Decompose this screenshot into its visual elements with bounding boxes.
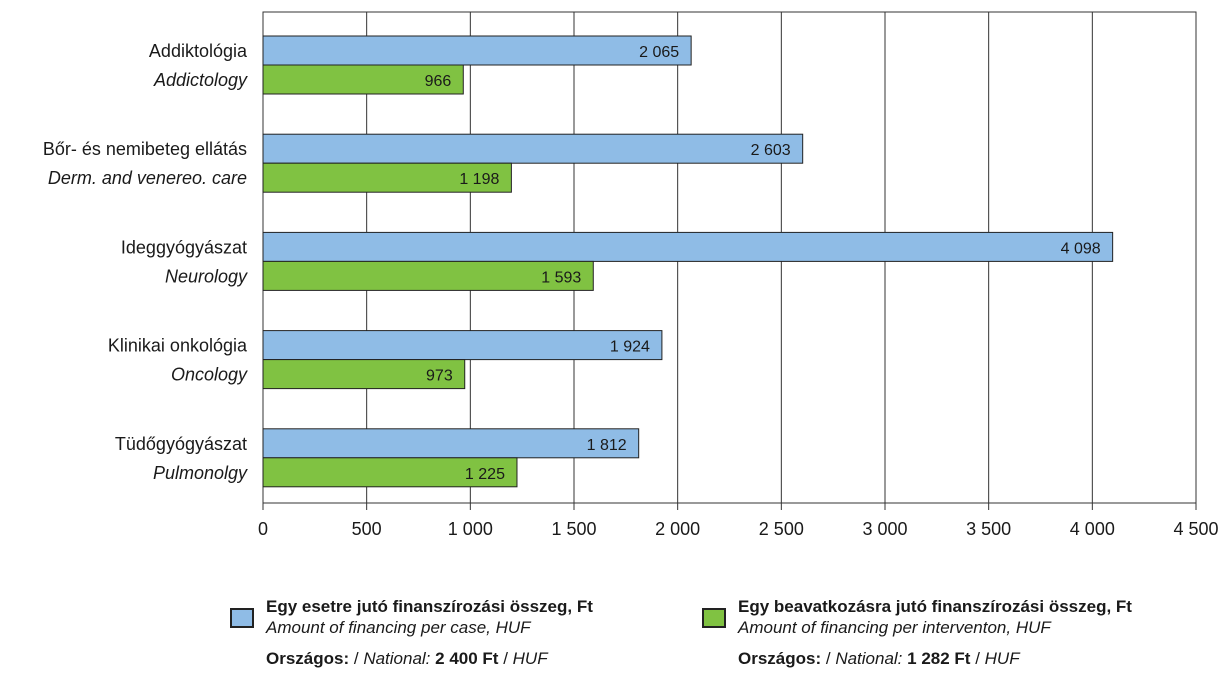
national-separator: / [349,649,364,668]
category-label-hu: Bőr- és nemibeteg ellátás [43,139,247,159]
national-value: 1 282 Ft [907,649,971,668]
bar [262,359,466,390]
data-label: 1 225 [465,466,505,483]
legend-label-hu: Egy esetre jutó finanszírozási összeg, F… [266,597,593,616]
national-label-hu: Országos: [738,649,822,668]
category-label-en: Oncology [171,365,248,385]
data-label: 2 603 [751,142,791,159]
x-tick-label: 0 [258,519,268,539]
bar [262,457,518,488]
national-label-hu: Országos: [266,649,350,668]
category-label-hu: Ideggyógyászat [121,237,247,257]
category-label-hu: Klinikai onkológia [108,336,248,356]
bar [262,162,512,193]
legend-swatch-per-case [230,608,254,628]
national-label-en: National: [835,649,903,668]
national-separator: / [970,649,985,668]
bar [262,231,1114,262]
national-label-en: National: [363,649,431,668]
data-label: 966 [425,73,452,90]
bar [262,64,464,95]
data-label: 1 593 [541,269,581,286]
bar [262,428,640,459]
data-label: 1 812 [587,437,627,454]
national-unit: HUF [512,649,548,668]
legend-label-en: Amount of financing per interventon, HUF [738,618,1051,637]
x-tick-label: 500 [352,519,382,539]
x-tick-label: 1 500 [551,519,596,539]
national-average-per-case: Országos: / National: 2 400 Ft / HUF [266,649,548,669]
category-label-en: Neurology [165,266,248,286]
legend-label-hu: Egy beavatkozásra jutó finanszírozási ös… [738,597,1132,616]
category-label-en: Addictology [153,70,248,90]
x-tick-label: 3 500 [966,519,1011,539]
bar [262,35,692,66]
x-tick-label: 4 500 [1173,519,1218,539]
category-label-en: Pulmonolgy [153,463,248,483]
category-label-en: Derm. and venereo. care [48,168,247,188]
bar [262,330,663,361]
national-separator: / [498,649,513,668]
x-tick-label: 2 000 [655,519,700,539]
category-label-hu: Tüdőgyógyászat [115,434,247,454]
category-label-hu: Addiktológia [149,41,248,61]
x-tick-label: 3 000 [862,519,907,539]
legend-label-en: Amount of financing per case, HUF [266,618,531,637]
bar [262,133,804,164]
national-unit: HUF [984,649,1020,668]
national-average-per-intervention: Országos: / National: 1 282 Ft / HUF [738,649,1020,669]
x-tick-label: 1 000 [448,519,493,539]
x-tick-label: 4 000 [1070,519,1115,539]
data-label: 1 198 [459,171,499,188]
data-label: 973 [426,368,453,385]
national-value: 2 400 Ft [435,649,499,668]
data-label: 1 924 [610,339,650,356]
legend-swatch-per-intervention [702,608,726,628]
national-separator: / [821,649,836,668]
data-label: 4 098 [1061,240,1101,257]
x-tick-label: 2 500 [759,519,804,539]
bar [262,260,594,291]
data-label: 2 065 [639,44,679,61]
bar-chart: 0 500 1 000 1 500 2 000 2 500 3 000 3 500 4 000 4… [43,11,1219,539]
